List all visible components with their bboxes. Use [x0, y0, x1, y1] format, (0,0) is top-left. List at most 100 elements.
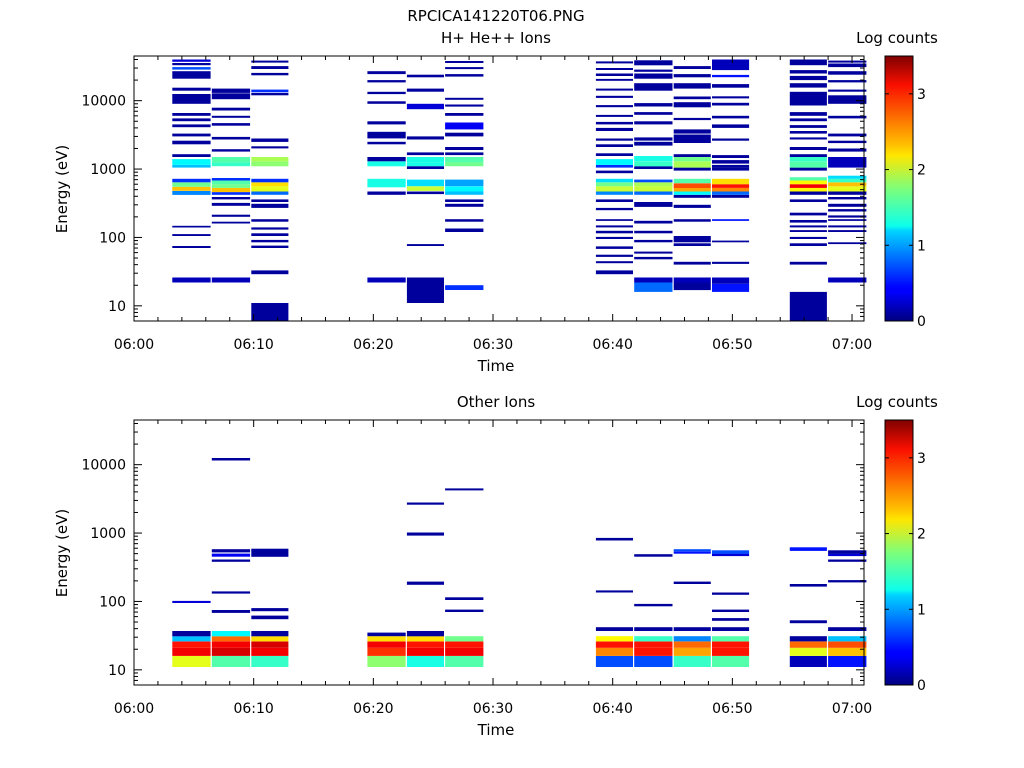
- count-cell: [712, 627, 750, 631]
- count-cell: [634, 627, 673, 631]
- count-cell: [367, 121, 406, 125]
- count-cell: [211, 184, 251, 188]
- count-cell: [251, 655, 289, 667]
- colorbar-scale: [884, 419, 914, 686]
- count-cell: [789, 91, 827, 106]
- count-cell: [634, 166, 673, 169]
- count-cell: [445, 122, 484, 130]
- count-cell: [172, 164, 211, 168]
- count-cell: [712, 155, 750, 158]
- count-cell: [172, 59, 211, 62]
- count-cell: [634, 112, 673, 115]
- count-cell: [789, 131, 827, 134]
- spectrogram-cells: [172, 59, 867, 321]
- colorbar-scale: [884, 55, 914, 322]
- count-cell: [406, 186, 444, 191]
- count-cell: [673, 157, 711, 162]
- count-cell: [211, 107, 251, 111]
- y-tick-label: 10: [108, 663, 126, 679]
- count-cell: [595, 127, 633, 131]
- count-cell: [211, 641, 251, 648]
- count-cell: [251, 239, 289, 243]
- count-cell: [445, 113, 484, 116]
- count-cell: [673, 204, 711, 208]
- count-cell: [251, 548, 289, 553]
- count-cell: [595, 105, 633, 108]
- count-cell: [367, 655, 406, 667]
- count-cell: [595, 207, 633, 211]
- count-cell: [634, 186, 673, 192]
- count-cell: [634, 554, 673, 557]
- y-tick-label: 1000: [90, 526, 126, 542]
- count-cell: [211, 636, 251, 642]
- count-cell: [634, 239, 673, 243]
- count-cell: [251, 161, 289, 167]
- y-tick-label: 100: [99, 230, 126, 246]
- y-tick-label: 10000: [81, 94, 126, 110]
- count-cell: [445, 157, 484, 163]
- count-cell: [712, 96, 750, 99]
- count-cell: [828, 636, 867, 642]
- y-tick-label: 1000: [90, 162, 126, 178]
- count-cell: [634, 141, 673, 146]
- count-cell: [251, 60, 289, 63]
- count-cell: [789, 225, 827, 228]
- count-cell: [172, 67, 211, 70]
- count-cell: [712, 74, 750, 78]
- x-tick-label: 06:00: [114, 701, 154, 717]
- count-cell: [789, 199, 827, 202]
- count-cell: [789, 118, 827, 122]
- count-cell: [595, 88, 633, 91]
- count-cell: [828, 133, 867, 137]
- count-cell: [789, 177, 827, 181]
- count-cell: [595, 186, 633, 192]
- x-axis-label: Time: [477, 357, 515, 375]
- count-cell: [172, 71, 211, 79]
- count-cell: [634, 251, 673, 254]
- count-cell: [406, 636, 444, 642]
- count-cell: [251, 89, 289, 93]
- count-cell: [789, 75, 827, 81]
- colorbar-label: Log counts: [856, 393, 938, 411]
- count-cell: [211, 610, 251, 613]
- count-cell: [367, 191, 406, 195]
- count-cell: [634, 277, 673, 283]
- count-cell: [445, 104, 484, 107]
- count-cell: [712, 59, 750, 71]
- count-cell: [789, 261, 827, 265]
- count-cell: [712, 641, 750, 648]
- count-cell: [406, 74, 444, 78]
- count-cell: [445, 609, 484, 612]
- colorbar-label: Log counts: [856, 29, 938, 47]
- count-cell: [251, 186, 289, 192]
- count-cell: [828, 140, 867, 144]
- count-cell: [789, 154, 827, 157]
- count-cell: [673, 219, 711, 222]
- count-cell: [595, 225, 633, 228]
- count-cell: [712, 115, 750, 119]
- count-cell: [828, 655, 867, 667]
- count-cell: [445, 641, 484, 648]
- count-cell: [828, 219, 867, 221]
- x-axis-label: Time: [477, 721, 515, 739]
- count-cell: [828, 641, 867, 648]
- colorbar: 0 1 2 3: [884, 55, 926, 330]
- count-cell: [828, 197, 867, 200]
- axes: 06:00 06:10 06:20 06:30 06:40 06:50 07:00 10 100…: [81, 55, 872, 353]
- axes: 06:00 06:10 06:20 06:30 06:40 06:50 07:00 10 100…: [81, 419, 872, 717]
- count-cell: [789, 137, 827, 140]
- x-tick-label: 07:00: [832, 701, 872, 717]
- count-cell: [673, 277, 711, 283]
- count-cell: [445, 152, 484, 156]
- count-cell: [828, 225, 867, 228]
- count-cell: [595, 170, 633, 174]
- count-cell: [634, 220, 673, 224]
- count-cell: [251, 191, 289, 195]
- count-cell: [445, 97, 484, 100]
- count-cell: [172, 600, 211, 603]
- count-cell: [595, 636, 633, 642]
- count-cell: [789, 212, 827, 216]
- count-cell: [789, 236, 827, 239]
- count-cell: [634, 83, 673, 91]
- count-cell: [789, 125, 827, 128]
